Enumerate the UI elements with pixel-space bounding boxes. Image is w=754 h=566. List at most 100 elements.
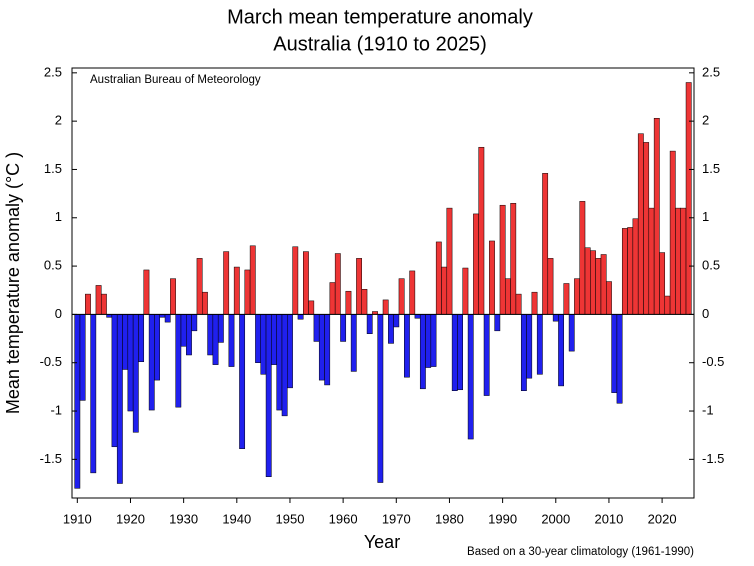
- bar: [526, 314, 533, 379]
- bar: [180, 314, 187, 347]
- bar: [154, 314, 160, 381]
- bar: [100, 293, 107, 315]
- bar: [574, 278, 580, 315]
- bar: [361, 289, 368, 315]
- x-tick-label: 1930: [169, 511, 198, 526]
- y-axis-title: Mean temperature anomaly (°C ): [3, 152, 23, 414]
- bar: [563, 283, 570, 315]
- bar: [425, 314, 432, 368]
- bar: [648, 207, 655, 315]
- bar: [260, 314, 267, 375]
- chart-title: March mean temperature anomaly: [227, 6, 533, 28]
- x-axis-title: Year: [364, 532, 400, 552]
- bar: [478, 146, 485, 315]
- y2-tick-label: 1.5: [702, 161, 720, 176]
- bar: [116, 314, 123, 484]
- bar: [451, 314, 458, 391]
- bar: [143, 269, 150, 315]
- y2-tick-label: 2: [702, 113, 709, 128]
- bar: [377, 314, 384, 483]
- bar: [414, 314, 421, 319]
- bar: [595, 258, 602, 315]
- bar: [552, 314, 559, 322]
- bar: [345, 290, 352, 315]
- bar: [287, 314, 293, 389]
- bar: [637, 133, 644, 315]
- bar: [164, 314, 171, 323]
- bar: [409, 270, 416, 315]
- bar: [388, 314, 394, 344]
- y2-tick-label: 1: [702, 209, 709, 224]
- bar: [430, 314, 437, 367]
- y-tick-label: 0: [55, 306, 62, 321]
- bar: [74, 314, 81, 489]
- bar: [138, 314, 145, 363]
- bar: [196, 258, 203, 315]
- bar: [568, 314, 575, 352]
- bar: [308, 300, 315, 315]
- bar: [111, 314, 118, 448]
- bar: [255, 314, 261, 363]
- x-tick-label: 2000: [541, 511, 570, 526]
- bar: [79, 314, 86, 401]
- bar: [621, 228, 628, 315]
- x-tick-label: 1960: [329, 511, 358, 526]
- x-tick-label: 1940: [222, 511, 251, 526]
- bar: [265, 314, 272, 477]
- bar: [505, 278, 511, 315]
- bar: [90, 314, 97, 474]
- bar: [170, 278, 176, 315]
- bar: [659, 252, 666, 315]
- bar: [132, 314, 139, 433]
- bar: [303, 251, 309, 315]
- bar: [334, 253, 341, 315]
- bar: [95, 285, 102, 315]
- bar: [404, 314, 410, 378]
- y-tick-label: -1: [50, 402, 62, 417]
- bar: [244, 269, 251, 315]
- bar: [462, 267, 469, 315]
- bar: [680, 207, 687, 315]
- bar: [281, 314, 288, 417]
- bar: [584, 247, 591, 315]
- bar: [457, 314, 463, 391]
- bar: [515, 293, 522, 315]
- bar: [473, 213, 479, 315]
- y-tick-label: -0.5: [40, 354, 62, 369]
- bar: [122, 314, 129, 370]
- bar: [324, 314, 331, 386]
- bar: [329, 282, 336, 315]
- bar: [558, 314, 565, 387]
- bar: [201, 291, 208, 315]
- y-tick-label: 0.5: [44, 258, 62, 273]
- bar: [669, 150, 676, 315]
- x-tick-label: 1990: [488, 511, 517, 526]
- bar: [590, 250, 596, 315]
- x-tick-label: 1910: [63, 511, 92, 526]
- bar: [233, 266, 240, 315]
- y-tick-label: 2: [55, 113, 62, 128]
- bar: [446, 207, 453, 315]
- bar: [520, 314, 527, 391]
- bar: [489, 240, 495, 315]
- bar: [212, 314, 219, 365]
- bar: [632, 218, 639, 315]
- bar: [579, 201, 586, 315]
- y2-tick-label: -1: [702, 402, 714, 417]
- bar: [685, 82, 692, 315]
- bar: [382, 299, 389, 315]
- bar: [340, 314, 347, 342]
- bar: [228, 314, 235, 367]
- bar: [419, 314, 426, 390]
- y2-tick-label: -1.5: [702, 451, 724, 466]
- bar: [393, 314, 400, 328]
- annotation: Australian Bureau of Meteorology: [90, 74, 261, 86]
- x-tick-label: 1950: [276, 511, 305, 526]
- bar: [318, 314, 325, 381]
- bar: [643, 142, 650, 315]
- y-tick-label: 2.5: [44, 64, 62, 79]
- bar: [239, 314, 246, 449]
- bar: [675, 207, 681, 315]
- bar: [467, 314, 474, 440]
- bar: [627, 227, 634, 315]
